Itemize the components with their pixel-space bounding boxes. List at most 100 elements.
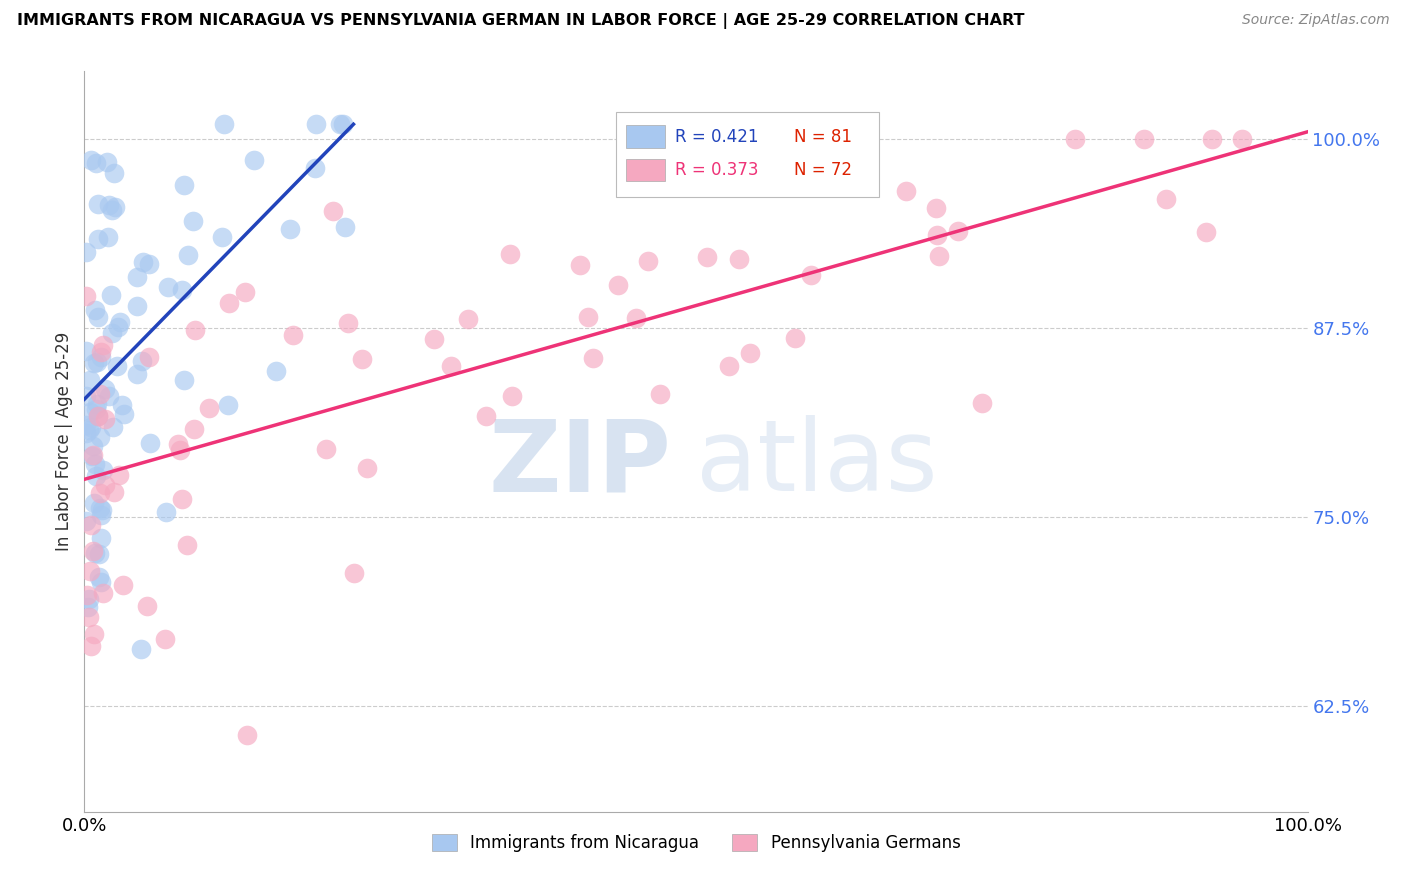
Point: [1133, 132, 1156, 146]
Text: ZIP: ZIP: [489, 416, 672, 512]
Point: [173, 178, 195, 192]
Point: [86, 197, 108, 211]
Point: [131, 354, 153, 368]
Point: [83, 458, 105, 472]
Point: [103, 166, 125, 180]
Point: [800, 268, 823, 282]
Point: [153, 632, 176, 647]
Point: [214, 117, 236, 131]
Point: [177, 247, 200, 261]
Point: [101, 203, 124, 218]
Point: [129, 641, 152, 656]
Point: [91, 338, 114, 352]
Point: [108, 467, 131, 482]
Point: [138, 257, 160, 271]
Point: [89, 500, 111, 515]
Point: [83, 356, 105, 370]
Point: [127, 299, 149, 313]
Point: [91, 463, 114, 477]
Point: [1154, 193, 1177, 207]
Point: [740, 346, 762, 360]
Point: [83, 495, 105, 509]
Point: [75, 344, 97, 359]
Point: [79, 592, 101, 607]
Point: [896, 184, 918, 198]
Text: R = 0.373: R = 0.373: [675, 161, 759, 178]
Point: [97, 230, 120, 244]
Point: [112, 578, 135, 592]
Point: [139, 436, 162, 450]
Point: [1232, 132, 1254, 146]
Text: R = 0.421: R = 0.421: [675, 128, 759, 145]
Point: [111, 398, 134, 412]
Point: [79, 639, 101, 653]
Point: [86, 155, 108, 169]
Point: [696, 250, 718, 264]
Point: [946, 224, 969, 238]
Point: [322, 204, 344, 219]
Point: [75, 389, 97, 403]
Point: [75, 514, 97, 528]
Point: [329, 117, 352, 131]
Point: [924, 201, 946, 215]
Point: [90, 351, 112, 365]
Point: [132, 254, 155, 268]
Point: [76, 417, 98, 432]
Point: [184, 323, 207, 337]
Point: [90, 531, 112, 545]
Point: [474, 409, 496, 423]
Point: [86, 355, 108, 369]
Point: [457, 312, 479, 326]
Point: [83, 627, 105, 641]
Point: [423, 332, 446, 346]
Point: [155, 505, 177, 519]
Point: [333, 219, 356, 234]
Point: [87, 409, 110, 424]
Point: [87, 569, 110, 583]
Point: [138, 350, 160, 364]
Point: [281, 327, 304, 342]
Point: [82, 448, 104, 462]
Point: [783, 331, 806, 345]
Point: [173, 373, 195, 387]
Point: [157, 279, 180, 293]
Point: [100, 288, 122, 302]
Point: [103, 484, 125, 499]
Point: [315, 442, 337, 457]
Point: [80, 517, 103, 532]
Text: atlas: atlas: [696, 416, 938, 512]
Point: [717, 359, 740, 373]
Point: [90, 345, 112, 359]
Point: [198, 401, 221, 416]
Point: [82, 543, 104, 558]
Point: [501, 389, 523, 403]
Point: [76, 599, 98, 614]
Point: [83, 546, 105, 560]
Point: [350, 351, 373, 366]
Point: [170, 491, 193, 506]
Point: [90, 503, 112, 517]
Point: [1064, 132, 1087, 146]
Point: [90, 508, 112, 522]
Point: [332, 117, 354, 131]
Point: [80, 419, 103, 434]
Point: [176, 538, 198, 552]
Point: [135, 599, 157, 613]
Text: IMMIGRANTS FROM NICARAGUA VS PENNSYLVANIA GERMAN IN LABOR FORCE | AGE 25-29 CORR: IMMIGRANTS FROM NICARAGUA VS PENNSYLVANI…: [17, 13, 1025, 29]
Point: [91, 586, 114, 600]
Point: [217, 398, 239, 412]
Point: [97, 198, 120, 212]
Point: [93, 382, 115, 396]
Point: [181, 213, 204, 227]
Point: [80, 153, 103, 167]
Point: [127, 270, 149, 285]
Point: [86, 310, 108, 325]
Point: [972, 396, 994, 410]
Legend: Immigrants from Nicaragua, Pennsylvania Germans: Immigrants from Nicaragua, Pennsylvania …: [425, 828, 967, 859]
Point: [79, 564, 101, 578]
Point: [264, 364, 287, 378]
Point: [89, 547, 111, 561]
Point: [499, 247, 522, 261]
Point: [853, 175, 876, 189]
Point: [337, 316, 360, 330]
